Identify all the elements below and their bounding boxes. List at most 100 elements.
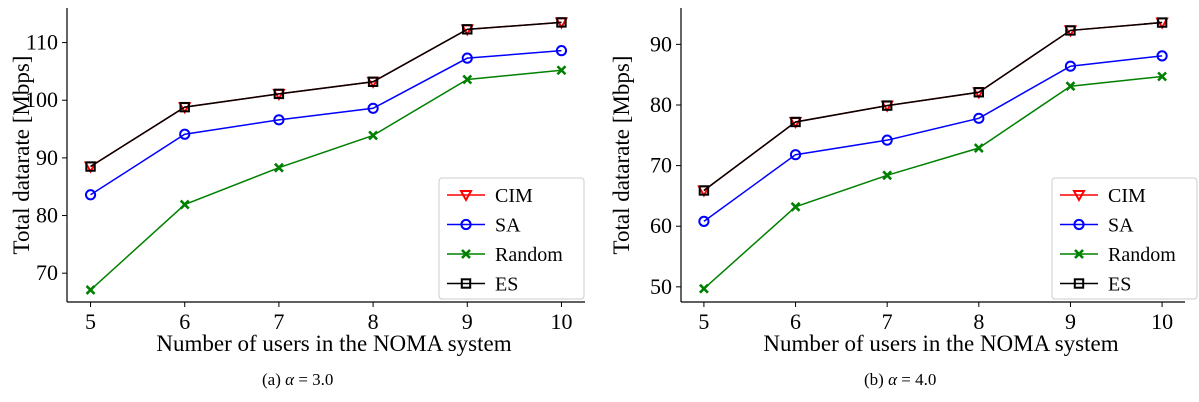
caption-a: (a) α = 3.0 (262, 370, 334, 389)
series-random (85, 65, 567, 295)
series-cim (697, 17, 1169, 198)
y-tick-label: 110 (26, 30, 58, 55)
series-line-cim (703, 21, 1163, 192)
data-point-random (882, 170, 893, 181)
y-tick-label: 50 (650, 274, 672, 299)
legend: CIM SA Random ES (438, 177, 585, 300)
data-point-sa (367, 102, 379, 114)
legend-marker-es (460, 278, 472, 289)
series-line-cim (90, 21, 562, 168)
data-point-es (179, 101, 190, 113)
data-point-random (273, 162, 284, 173)
data-point-sa (84, 189, 97, 201)
data-point-sa (698, 215, 710, 227)
series-line-sa (90, 49, 562, 196)
caption-a-prefix: (a) (262, 370, 281, 389)
caption-a-value: 3.0 (312, 370, 334, 389)
data-point-es (367, 76, 379, 87)
data-point-random (790, 201, 801, 212)
data-point-sa (881, 134, 893, 146)
data-point-es (556, 17, 567, 28)
legend: CIM SA Random ES (1051, 177, 1198, 300)
series-sa (698, 50, 1168, 227)
legend-marker-random (461, 249, 471, 259)
legend-label-random: Random (1108, 244, 1176, 266)
data-point-random (85, 284, 96, 295)
data-point-random (1065, 81, 1076, 92)
x-tick-label: 5 (85, 309, 96, 334)
x-tick-label: 8 (368, 309, 379, 334)
series-sa (84, 45, 568, 201)
data-point-random (1157, 71, 1168, 82)
data-point-es (973, 87, 985, 98)
series-es (698, 17, 1168, 196)
caption-b-value: 4.0 (915, 370, 937, 389)
legend-label-cim: CIM (495, 185, 533, 207)
data-point-sa (273, 114, 285, 126)
series-line-sa (703, 55, 1163, 222)
series-line-random (703, 75, 1163, 290)
data-point-random (973, 143, 984, 153)
legend-label-sa: SA (495, 215, 521, 237)
data-point-sa (789, 149, 802, 161)
legend-marker-cim (1072, 190, 1086, 203)
caption-b-alpha: α (888, 370, 898, 389)
chart-a: 5 6 7 8 9 10 70 80 90 100 110 Number of users in th… (9, 8, 585, 356)
legend-label-random: Random (495, 244, 563, 266)
x-tick-label: 5 (698, 309, 709, 334)
legend-marker-es (1073, 278, 1085, 289)
x-axis-label: Number of users in the NOMA system (156, 331, 511, 356)
y-tick-label: 70 (36, 260, 58, 285)
x-tick-label: 7 (273, 309, 284, 334)
data-point-random (368, 130, 379, 141)
y-tick-label: 70 (650, 153, 672, 178)
legend-label-sa: SA (1108, 215, 1134, 237)
chart-b: 5 6 7 8 9 10 50 60 70 80 90 Number of users in the … (609, 8, 1198, 356)
data-point-es (881, 100, 893, 111)
data-point-random (698, 283, 709, 294)
data-point-random (462, 74, 473, 85)
legend-marker-sa (1073, 218, 1085, 231)
y-tick-label: 60 (650, 213, 672, 238)
legend-label-es: ES (1108, 274, 1131, 296)
data-point-es (698, 185, 710, 196)
x-tick-label: 10 (1151, 309, 1173, 334)
x-tick-label: 6 (790, 309, 801, 334)
series-cim (83, 17, 569, 174)
data-point-es (273, 88, 285, 100)
legend-label-es: ES (495, 274, 518, 296)
caption-a-alpha: α (285, 370, 295, 389)
x-tick-label: 6 (179, 309, 190, 334)
x-tick-label: 10 (550, 309, 572, 334)
y-tick-label: 90 (36, 145, 58, 170)
x-tick-label: 9 (462, 309, 473, 334)
data-point-random (556, 65, 567, 76)
y-tick-label: 80 (36, 203, 58, 228)
data-point-es (790, 116, 801, 128)
legend-marker-cim (459, 190, 473, 203)
y-tick-label: 90 (650, 31, 672, 56)
data-point-sa (1064, 60, 1077, 72)
series-es (85, 17, 567, 172)
data-point-es (1156, 17, 1168, 28)
series-line-es (90, 21, 562, 168)
caption-b-prefix: (b) (864, 370, 884, 389)
y-axis-label: Total datarate [Mbps] (609, 56, 634, 255)
data-point-sa (555, 45, 568, 57)
series-line-es (703, 21, 1163, 192)
data-point-sa (1156, 50, 1168, 62)
legend-box (1051, 177, 1198, 300)
x-tick-label: 9 (1065, 309, 1076, 334)
series-random (698, 71, 1168, 294)
y-axis-label: Total datarate [Mbps] (9, 56, 34, 255)
y-tick-label: 80 (650, 92, 672, 117)
legend-label-cim: CIM (1108, 185, 1146, 207)
y-tick-label: 100 (25, 87, 58, 112)
data-point-sa (461, 52, 473, 64)
data-point-sa (973, 112, 985, 124)
legend-box (438, 177, 585, 300)
series-line-random (90, 69, 562, 291)
data-point-es (1065, 25, 1076, 36)
data-point-random (179, 199, 190, 210)
caption-b: (b) α = 4.0 (864, 370, 937, 389)
